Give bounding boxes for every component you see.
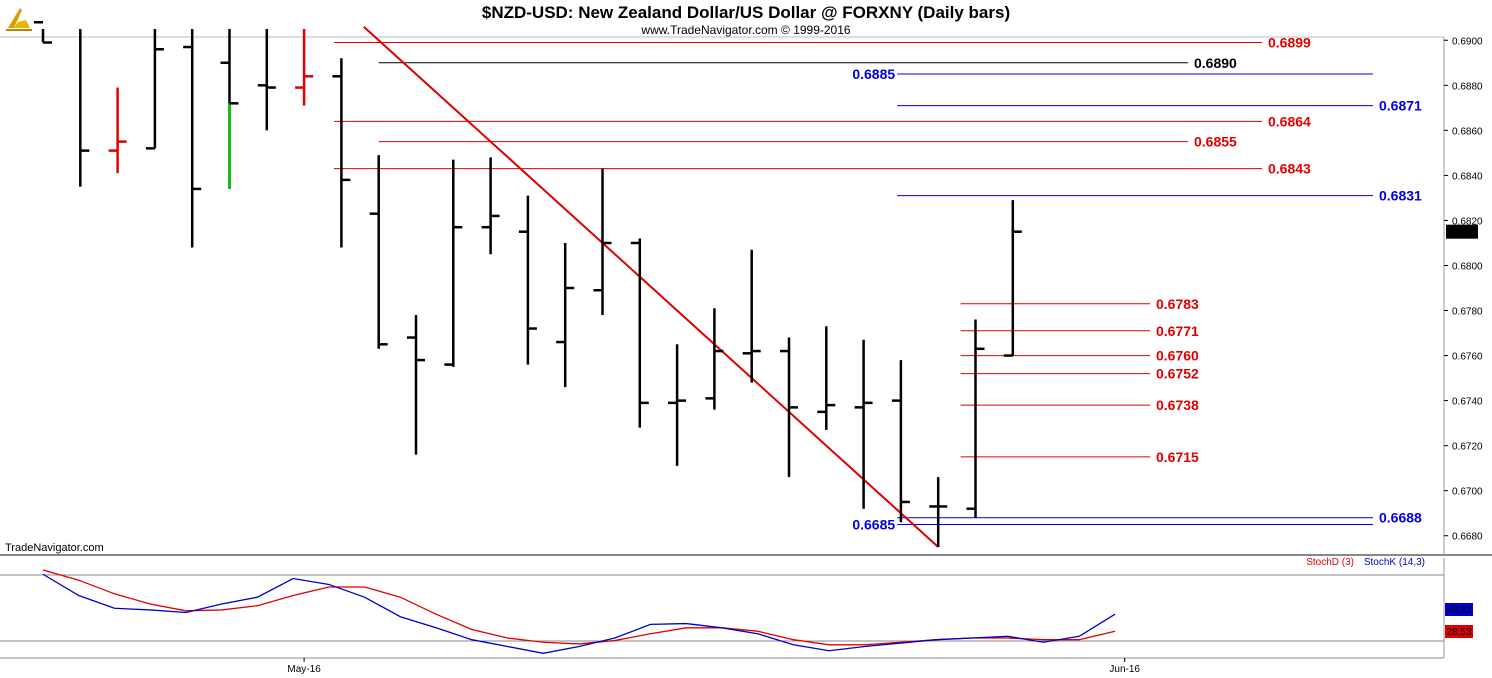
trade-navigator-logo (4, 6, 34, 32)
stoch-d-legend: StochD (3) (1306, 557, 1354, 568)
trendline-segment (363, 26, 939, 548)
x-tick-label: May-16 (287, 664, 321, 675)
y-axis-gridlines (1444, 39, 1448, 537)
y-tick-label: 0.6740 (1452, 397, 1483, 408)
level-label-0.6738: 0.6738 (1156, 397, 1199, 413)
level-label-0.6899: 0.6899 (1268, 35, 1311, 51)
y-tick-label: 0.6840 (1452, 171, 1483, 182)
y-tick-label: 0.6800 (1452, 261, 1483, 272)
level-label-0.6760: 0.6760 (1156, 348, 1199, 364)
downtrend-line (363, 26, 939, 548)
x-tick-label: Jun-16 (1109, 664, 1140, 675)
y-tick-label: 0.6820 (1452, 216, 1483, 227)
watermark-text: TradeNavigator.com (5, 542, 104, 554)
stoch-k-value: 48.32 (1446, 605, 1471, 616)
level-label-0.6871: 0.6871 (1379, 98, 1422, 114)
stoch-d-value: 28.53 (1446, 627, 1471, 638)
y-tick-label: 0.6900 (1452, 36, 1483, 47)
x-axis-labels: May-16 Jun-16 (287, 658, 1140, 675)
stochastic-oscillator (42, 569, 1116, 654)
level-label-0.6843: 0.6843 (1268, 161, 1311, 177)
y-tick-label: 0.6680 (1452, 532, 1483, 543)
y-tick-label: 0.6760 (1452, 352, 1483, 363)
price-panel-frame (0, 36, 1492, 556)
chart-title: $NZD-USD: New Zealand Dollar/US Dollar @… (482, 3, 1010, 22)
level-label-0.6752: 0.6752 (1156, 366, 1199, 382)
ohlc-bars (34, 20, 1022, 547)
stoch-d-value-tag: 28.53 (1445, 625, 1473, 638)
chart-subtitle: www.TradeNavigator.com © 1999-2016 (640, 23, 850, 37)
y-tick-label: 0.6880 (1452, 81, 1483, 92)
y-axis-tick-labels: 0.6680 0.6700 0.6720 0.6740 0.6760 0.6780 0.68… (1452, 36, 1483, 542)
y-tick-label: 0.6700 (1452, 487, 1483, 498)
level-label-0.6685: 0.6685 (852, 516, 895, 532)
y-tick-label: 0.6720 (1452, 442, 1483, 453)
price-levels: 0.6899 0.6890 0.6885 0.6871 0.6864 0.6855 0.68… (333, 35, 1422, 532)
y-tick-label: 0.6860 (1452, 126, 1483, 137)
y-tick-label: 0.6780 (1452, 307, 1483, 318)
level-label-0.6831: 0.6831 (1379, 188, 1422, 204)
level-label-0.6771: 0.6771 (1156, 323, 1199, 339)
level-label-0.6885: 0.6885 (852, 66, 895, 82)
current-price-tag: 0.6815 (1446, 224, 1478, 239)
level-label-0.6855: 0.6855 (1194, 134, 1237, 150)
stochastic-panel-frame (0, 558, 1445, 659)
level-label-0.6715: 0.6715 (1156, 449, 1199, 465)
level-label-0.6688: 0.6688 (1379, 510, 1422, 526)
level-label-0.6890: 0.6890 (1194, 55, 1237, 71)
current-price-label: 0.6815 (1447, 228, 1478, 239)
stoch-k-line (42, 573, 1116, 654)
level-label-0.6864: 0.6864 (1268, 113, 1311, 129)
stoch-k-value-tag: 48.32 (1445, 603, 1473, 616)
stoch-k-legend: StochK (14,3) (1364, 557, 1425, 568)
level-label-0.6783: 0.6783 (1156, 296, 1199, 312)
